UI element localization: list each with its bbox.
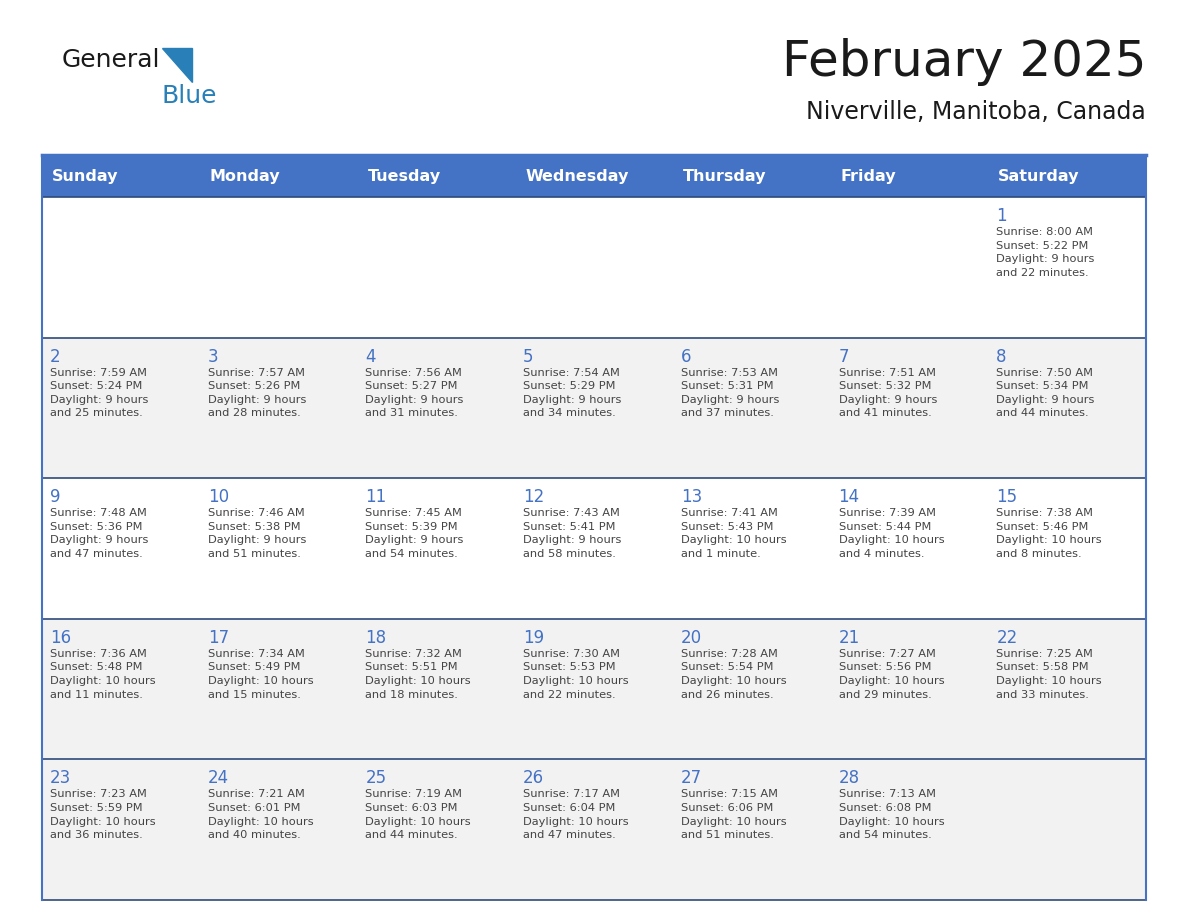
Text: Sunrise: 7:51 AM
Sunset: 5:32 PM
Daylight: 9 hours
and 41 minutes.: Sunrise: 7:51 AM Sunset: 5:32 PM Dayligh… (839, 367, 937, 419)
Text: 22: 22 (997, 629, 1018, 647)
Text: Niverville, Manitoba, Canada: Niverville, Manitoba, Canada (807, 100, 1146, 124)
Text: Sunrise: 7:38 AM
Sunset: 5:46 PM
Daylight: 10 hours
and 8 minutes.: Sunrise: 7:38 AM Sunset: 5:46 PM Dayligh… (997, 509, 1102, 559)
Text: Sunrise: 7:32 AM
Sunset: 5:51 PM
Daylight: 10 hours
and 18 minutes.: Sunrise: 7:32 AM Sunset: 5:51 PM Dayligh… (366, 649, 472, 700)
Text: 16: 16 (50, 629, 71, 647)
Text: Sunrise: 7:36 AM
Sunset: 5:48 PM
Daylight: 10 hours
and 11 minutes.: Sunrise: 7:36 AM Sunset: 5:48 PM Dayligh… (50, 649, 156, 700)
Text: 26: 26 (523, 769, 544, 788)
Text: Sunrise: 7:21 AM
Sunset: 6:01 PM
Daylight: 10 hours
and 40 minutes.: Sunrise: 7:21 AM Sunset: 6:01 PM Dayligh… (208, 789, 314, 840)
Text: 20: 20 (681, 629, 702, 647)
Text: Sunrise: 7:19 AM
Sunset: 6:03 PM
Daylight: 10 hours
and 44 minutes.: Sunrise: 7:19 AM Sunset: 6:03 PM Dayligh… (366, 789, 472, 840)
Text: Sunrise: 7:53 AM
Sunset: 5:31 PM
Daylight: 9 hours
and 37 minutes.: Sunrise: 7:53 AM Sunset: 5:31 PM Dayligh… (681, 367, 779, 419)
Text: Sunrise: 7:39 AM
Sunset: 5:44 PM
Daylight: 10 hours
and 4 minutes.: Sunrise: 7:39 AM Sunset: 5:44 PM Dayligh… (839, 509, 944, 559)
Bar (42, 619, 1146, 759)
Text: 2: 2 (50, 348, 61, 365)
Text: Sunrise: 7:25 AM
Sunset: 5:58 PM
Daylight: 10 hours
and 33 minutes.: Sunrise: 7:25 AM Sunset: 5:58 PM Dayligh… (997, 649, 1102, 700)
Text: 24: 24 (208, 769, 229, 788)
Text: Sunday: Sunday (52, 169, 119, 184)
Text: Saturday: Saturday (998, 169, 1080, 184)
Text: Tuesday: Tuesday (367, 169, 441, 184)
Text: 11: 11 (366, 488, 386, 506)
Text: Sunrise: 7:54 AM
Sunset: 5:29 PM
Daylight: 9 hours
and 34 minutes.: Sunrise: 7:54 AM Sunset: 5:29 PM Dayligh… (523, 367, 621, 419)
Text: Sunrise: 7:50 AM
Sunset: 5:34 PM
Daylight: 9 hours
and 44 minutes.: Sunrise: 7:50 AM Sunset: 5:34 PM Dayligh… (997, 367, 1094, 419)
Text: Sunrise: 7:30 AM
Sunset: 5:53 PM
Daylight: 10 hours
and 22 minutes.: Sunrise: 7:30 AM Sunset: 5:53 PM Dayligh… (523, 649, 628, 700)
Text: 6: 6 (681, 348, 691, 365)
Text: Wednesday: Wednesday (525, 169, 628, 184)
Text: 12: 12 (523, 488, 544, 506)
Text: 3: 3 (208, 348, 219, 365)
Text: Sunrise: 7:57 AM
Sunset: 5:26 PM
Daylight: 9 hours
and 28 minutes.: Sunrise: 7:57 AM Sunset: 5:26 PM Dayligh… (208, 367, 307, 419)
Text: 21: 21 (839, 629, 860, 647)
Bar (42, 338, 1146, 478)
Text: Friday: Friday (841, 169, 896, 184)
Text: Sunrise: 7:23 AM
Sunset: 5:59 PM
Daylight: 10 hours
and 36 minutes.: Sunrise: 7:23 AM Sunset: 5:59 PM Dayligh… (50, 789, 156, 840)
Text: 10: 10 (208, 488, 229, 506)
Polygon shape (162, 48, 192, 82)
Text: 23: 23 (50, 769, 71, 788)
Text: Sunrise: 7:27 AM
Sunset: 5:56 PM
Daylight: 10 hours
and 29 minutes.: Sunrise: 7:27 AM Sunset: 5:56 PM Dayligh… (839, 649, 944, 700)
Text: 8: 8 (997, 348, 1006, 365)
Bar (42, 759, 1146, 900)
Text: Sunrise: 7:41 AM
Sunset: 5:43 PM
Daylight: 10 hours
and 1 minute.: Sunrise: 7:41 AM Sunset: 5:43 PM Dayligh… (681, 509, 786, 559)
Text: February 2025: February 2025 (782, 38, 1146, 86)
Text: Sunrise: 7:34 AM
Sunset: 5:49 PM
Daylight: 10 hours
and 15 minutes.: Sunrise: 7:34 AM Sunset: 5:49 PM Dayligh… (208, 649, 314, 700)
Text: Thursday: Thursday (683, 169, 766, 184)
Text: Sunrise: 7:17 AM
Sunset: 6:04 PM
Daylight: 10 hours
and 47 minutes.: Sunrise: 7:17 AM Sunset: 6:04 PM Dayligh… (523, 789, 628, 840)
Text: Sunrise: 7:28 AM
Sunset: 5:54 PM
Daylight: 10 hours
and 26 minutes.: Sunrise: 7:28 AM Sunset: 5:54 PM Dayligh… (681, 649, 786, 700)
Text: Sunrise: 7:13 AM
Sunset: 6:08 PM
Daylight: 10 hours
and 54 minutes.: Sunrise: 7:13 AM Sunset: 6:08 PM Dayligh… (839, 789, 944, 840)
Bar (42, 197, 1146, 338)
Text: 15: 15 (997, 488, 1017, 506)
Text: 13: 13 (681, 488, 702, 506)
Text: Monday: Monday (210, 169, 280, 184)
Text: Sunrise: 7:46 AM
Sunset: 5:38 PM
Daylight: 9 hours
and 51 minutes.: Sunrise: 7:46 AM Sunset: 5:38 PM Dayligh… (208, 509, 307, 559)
Text: Sunrise: 7:43 AM
Sunset: 5:41 PM
Daylight: 9 hours
and 58 minutes.: Sunrise: 7:43 AM Sunset: 5:41 PM Dayligh… (523, 509, 621, 559)
Text: 17: 17 (208, 629, 229, 647)
Text: 18: 18 (366, 629, 386, 647)
Text: 7: 7 (839, 348, 849, 365)
Bar (42, 155, 1146, 197)
Text: Sunrise: 7:45 AM
Sunset: 5:39 PM
Daylight: 9 hours
and 54 minutes.: Sunrise: 7:45 AM Sunset: 5:39 PM Dayligh… (366, 509, 463, 559)
Text: Sunrise: 7:48 AM
Sunset: 5:36 PM
Daylight: 9 hours
and 47 minutes.: Sunrise: 7:48 AM Sunset: 5:36 PM Dayligh… (50, 509, 148, 559)
Text: 5: 5 (523, 348, 533, 365)
Text: Sunrise: 7:15 AM
Sunset: 6:06 PM
Daylight: 10 hours
and 51 minutes.: Sunrise: 7:15 AM Sunset: 6:06 PM Dayligh… (681, 789, 786, 840)
Text: Blue: Blue (162, 84, 217, 108)
Text: Sunrise: 8:00 AM
Sunset: 5:22 PM
Daylight: 9 hours
and 22 minutes.: Sunrise: 8:00 AM Sunset: 5:22 PM Dayligh… (997, 227, 1094, 278)
Text: Sunrise: 7:59 AM
Sunset: 5:24 PM
Daylight: 9 hours
and 25 minutes.: Sunrise: 7:59 AM Sunset: 5:24 PM Dayligh… (50, 367, 148, 419)
Text: General: General (62, 48, 160, 72)
Text: 28: 28 (839, 769, 860, 788)
Text: 19: 19 (523, 629, 544, 647)
Text: 4: 4 (366, 348, 375, 365)
Text: 9: 9 (50, 488, 61, 506)
Text: 25: 25 (366, 769, 386, 788)
Text: 1: 1 (997, 207, 1007, 225)
Text: Sunrise: 7:56 AM
Sunset: 5:27 PM
Daylight: 9 hours
and 31 minutes.: Sunrise: 7:56 AM Sunset: 5:27 PM Dayligh… (366, 367, 463, 419)
Bar (42, 478, 1146, 619)
Text: 14: 14 (839, 488, 860, 506)
Text: 27: 27 (681, 769, 702, 788)
